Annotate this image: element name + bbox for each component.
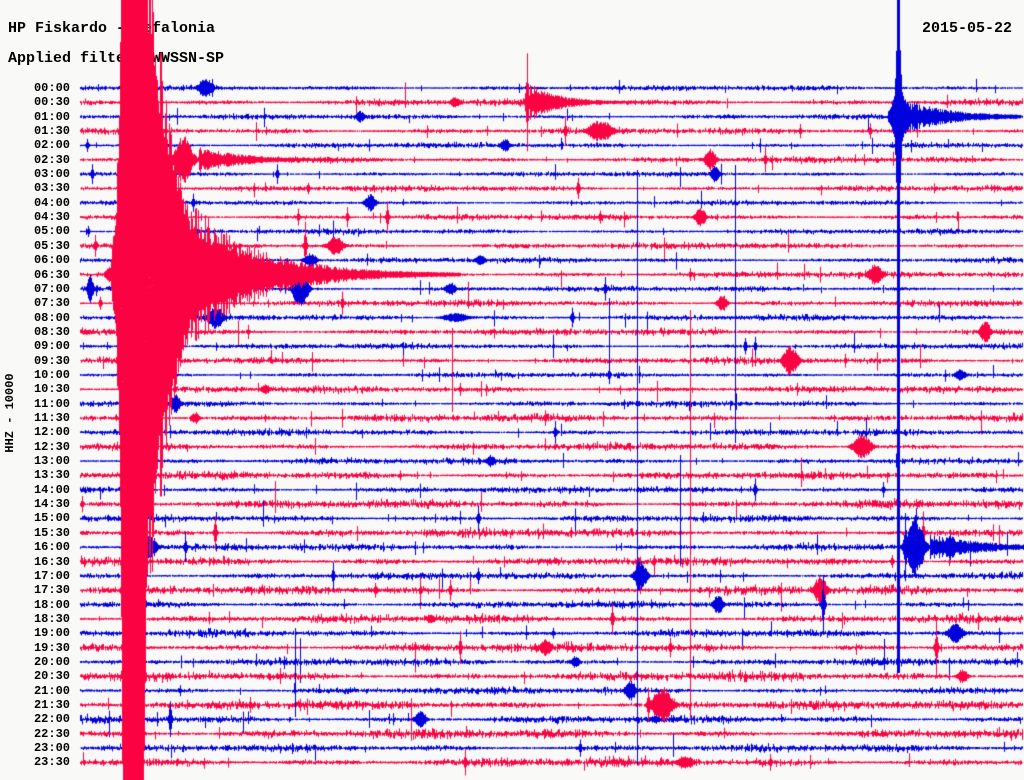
helicorder-page: HP Fiskardo - Kefalonia Applied filter: … (0, 0, 1024, 780)
helicorder-canvas (0, 0, 1024, 780)
